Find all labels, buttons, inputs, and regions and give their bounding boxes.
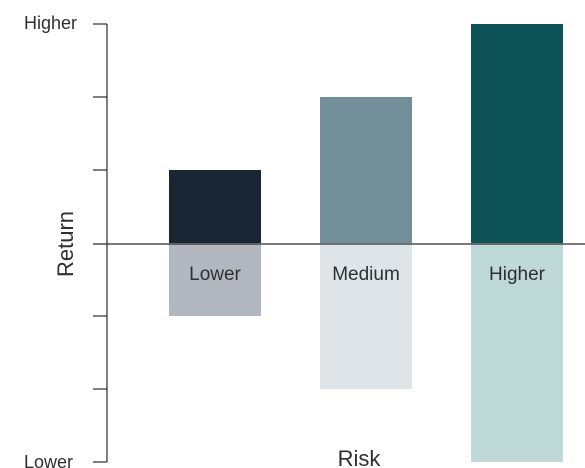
labels-group: Higher Lower Return Risk (24, 13, 381, 468)
bar-medium-positive (320, 97, 412, 243)
y-tick-label-bottom: Lower (24, 452, 73, 468)
y-ticks-group (93, 23, 107, 463)
y-tick-label-top: Higher (24, 13, 77, 33)
bar-higher-negative (471, 243, 563, 462)
y-axis-title: Return (53, 211, 78, 277)
category-label-lower: Lower (189, 264, 241, 285)
category-labels-group: Lower Medium Higher (189, 264, 546, 285)
bar-lower-positive (169, 170, 261, 243)
bar-higher-positive (471, 24, 563, 243)
bar-lower-negative (169, 243, 261, 316)
category-label-higher: Higher (489, 264, 546, 285)
x-axis-title: Risk (338, 446, 382, 468)
bars-group (169, 24, 563, 462)
category-label-medium: Medium (332, 264, 400, 285)
bar-medium-negative (320, 243, 412, 389)
